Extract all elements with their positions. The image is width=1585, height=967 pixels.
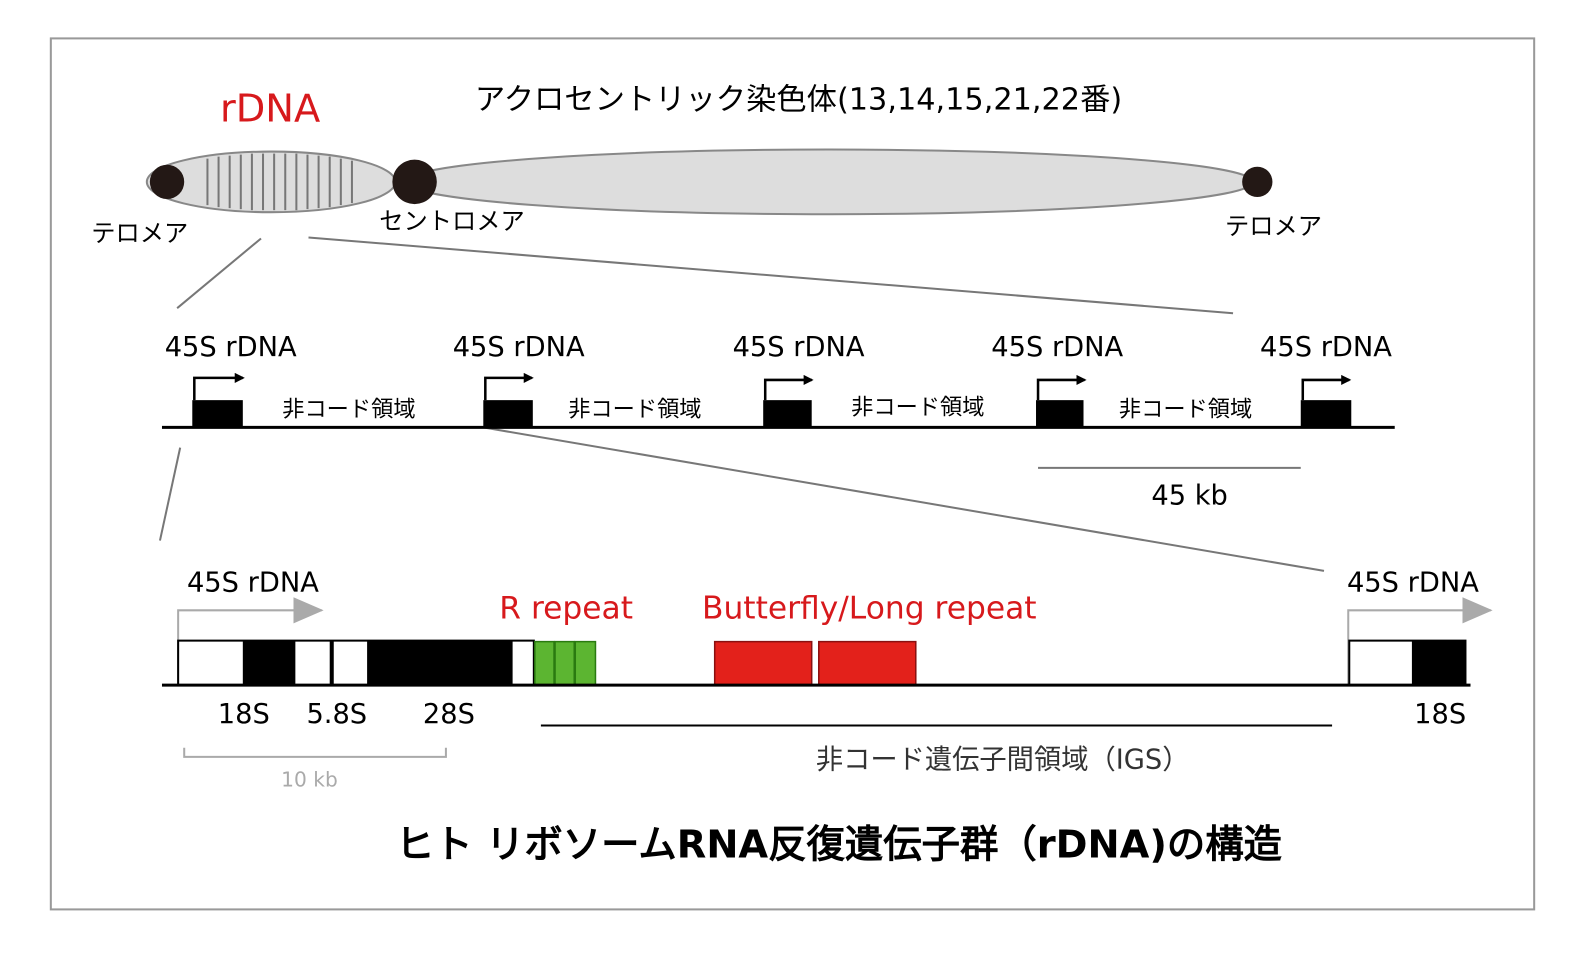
chromosome-title: アクロセントリック染色体(13,14,15,21,22番): [475, 83, 1122, 118]
igs-label: 非コード遺伝子間領域（IGS）: [816, 744, 1190, 775]
frame: [49, 37, 1536, 911]
part-label: 18S: [218, 699, 270, 730]
unit-label: 45S rDNA: [733, 332, 865, 363]
unit-label: 45S rDNA: [165, 332, 297, 363]
spacer-label: 非コード領域: [851, 395, 984, 421]
gene-label: 45S rDNA: [187, 568, 319, 599]
repeat-array: [161, 372, 1395, 469]
chromosome: [145, 148, 1273, 216]
scale-label: 45 kb: [1151, 481, 1227, 512]
zoom-lines: [158, 236, 1325, 572]
scale-label: 10 kb: [281, 768, 338, 792]
butterfly-label: Butterfly/Long repeat: [702, 590, 1037, 626]
spacer-label: 非コード領域: [568, 397, 701, 423]
unit-label: 45S rDNA: [453, 332, 585, 363]
spacer-label: 非コード領域: [282, 397, 415, 423]
part-label: 28S: [423, 699, 475, 730]
part-label: 5.8S: [306, 699, 367, 730]
telomere-label: テロメア: [91, 218, 188, 247]
telomere-label: テロメア: [1225, 211, 1322, 240]
spacer-label: 非コード領域: [1119, 397, 1252, 423]
rdna-label: rDNA: [220, 87, 320, 132]
unit-detail: [161, 597, 1493, 758]
gene-label: 45S rDNA: [1347, 568, 1479, 599]
unit-label: 45S rDNA: [991, 332, 1123, 363]
caption: ヒト リボソームRNA反復遺伝子群（rDNA)の構造: [396, 822, 1283, 867]
centromere-label: セントロメア: [379, 206, 525, 235]
part-label: 18S: [1414, 699, 1466, 730]
unit-label: 45S rDNA: [1260, 332, 1392, 363]
r-repeat-label: R repeat: [499, 590, 633, 626]
